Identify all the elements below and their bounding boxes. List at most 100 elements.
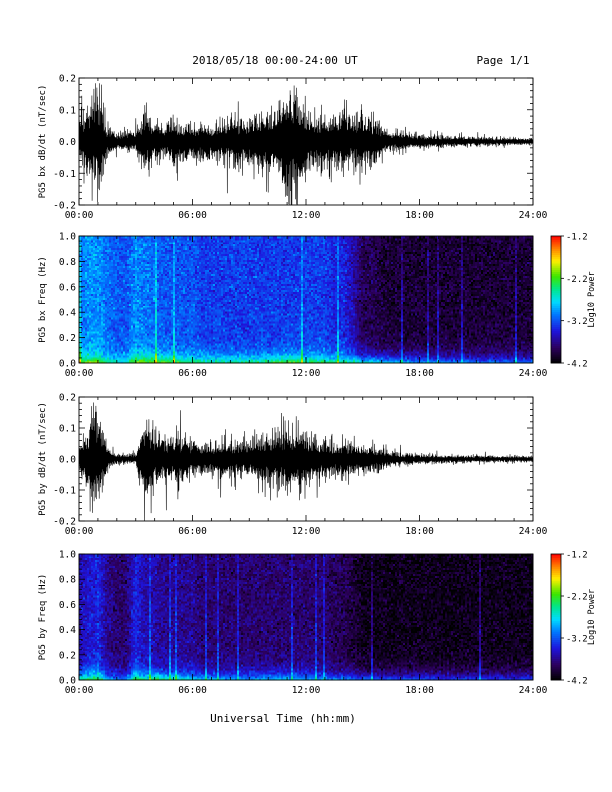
spectrogram-cell bbox=[101, 317, 103, 319]
spectrogram-cell bbox=[89, 319, 91, 321]
spectrogram-cell bbox=[113, 298, 115, 300]
spectrogram-cell bbox=[95, 268, 97, 270]
spectrogram-cell bbox=[87, 278, 89, 280]
spectrogram-cell bbox=[105, 276, 107, 278]
spectrogram-cell bbox=[103, 260, 105, 262]
spectrogram-cell bbox=[101, 246, 103, 248]
spectrogram-cell bbox=[95, 349, 97, 351]
spectrogram-cell bbox=[107, 280, 109, 282]
spectrogram-cell bbox=[95, 325, 97, 327]
spectrogram-cell bbox=[115, 296, 117, 298]
spectrogram-cell bbox=[111, 343, 113, 345]
spectrogram-cell bbox=[105, 343, 107, 345]
spectrogram-cell bbox=[109, 292, 111, 294]
spectrogram-cell bbox=[97, 307, 99, 309]
spectrogram-cell bbox=[87, 303, 89, 305]
spectrogram-cell bbox=[115, 343, 117, 345]
spectrogram-cell bbox=[99, 274, 101, 276]
spectrogram-cell bbox=[111, 238, 113, 240]
spectrogram-cell bbox=[85, 274, 87, 276]
spectrogram-cell bbox=[113, 339, 115, 341]
spectrogram-cell bbox=[89, 256, 91, 258]
spectrogram-cell bbox=[105, 248, 107, 250]
spectrogram-cell bbox=[113, 317, 115, 319]
spectrogram-cell bbox=[105, 349, 107, 351]
spectrogram-cell bbox=[105, 305, 107, 307]
spectrogram-cell bbox=[99, 246, 101, 248]
spectrogram-cell bbox=[107, 307, 109, 309]
spectrogram-cell bbox=[83, 305, 85, 307]
spectrogram-cell bbox=[103, 341, 105, 343]
spectrogram-cell bbox=[95, 317, 97, 319]
spectrogram-cell bbox=[81, 300, 83, 302]
spectrogram-cell bbox=[113, 266, 115, 268]
spectrogram-cell bbox=[91, 246, 93, 248]
spectrogram-cell bbox=[97, 266, 99, 268]
spectrogram-cell bbox=[85, 262, 87, 264]
spectrogram-cell bbox=[113, 270, 115, 272]
spectrogram-cell bbox=[107, 303, 109, 305]
spectrogram-cell bbox=[103, 329, 105, 331]
spectrogram-cell bbox=[115, 351, 117, 353]
spectrogram-cell bbox=[97, 321, 99, 323]
spectrogram-cell bbox=[93, 347, 95, 349]
spectrogram-cell bbox=[85, 315, 87, 317]
spectrogram-cell bbox=[115, 300, 117, 302]
spectrogram-cell bbox=[99, 323, 101, 325]
spectrogram-cell bbox=[103, 248, 105, 250]
spectrogram-cell bbox=[113, 307, 115, 309]
spectrogram-cell bbox=[111, 282, 113, 284]
spectrogram-cell bbox=[107, 351, 109, 353]
spectrogram-cell bbox=[87, 309, 89, 311]
spectrogram-cell bbox=[103, 349, 105, 351]
spectrogram-cell bbox=[113, 357, 115, 359]
spectrogram-cell bbox=[109, 284, 111, 286]
spectrogram-cell bbox=[97, 252, 99, 254]
spectrogram-cell bbox=[87, 313, 89, 315]
spectrogram-cell bbox=[89, 317, 91, 319]
spectrogram-cell bbox=[83, 242, 85, 244]
spectrogram-cell bbox=[105, 264, 107, 266]
spectrogram-cell bbox=[91, 329, 93, 331]
spectrogram-cell bbox=[91, 347, 93, 349]
spectrogram-cell bbox=[97, 292, 99, 294]
spectrogram-cell bbox=[101, 359, 103, 361]
spectrogram-cell bbox=[81, 252, 83, 254]
spectrogram-cell bbox=[89, 292, 91, 294]
spectrogram-cell bbox=[89, 260, 91, 262]
spectrogram-cell bbox=[83, 301, 85, 303]
spectrogram-cell bbox=[99, 329, 101, 331]
spectrogram-cell bbox=[115, 339, 117, 341]
spectrogram-cell bbox=[85, 272, 87, 274]
spectrogram-cell bbox=[87, 319, 89, 321]
spectrogram-cell bbox=[97, 335, 99, 337]
spectrogram-cell bbox=[111, 309, 113, 311]
spectrogram-cell bbox=[107, 250, 109, 252]
spectrogram-cell bbox=[105, 353, 107, 355]
spectrogram-cell bbox=[113, 337, 115, 339]
spectrogram-cell bbox=[101, 272, 103, 274]
spectrogram-cell bbox=[95, 238, 97, 240]
spectrogram-cell bbox=[81, 303, 83, 305]
spectrogram-cell bbox=[109, 319, 111, 321]
spectrogram-cell bbox=[107, 298, 109, 300]
spectrogram-cell bbox=[101, 262, 103, 264]
spectrogram-cell bbox=[85, 256, 87, 258]
spectrogram-cell bbox=[97, 323, 99, 325]
spectrogram-cell bbox=[95, 337, 97, 339]
spectrogram-cell bbox=[85, 294, 87, 296]
spectrogram-cell bbox=[93, 252, 95, 254]
spectrogram-cell bbox=[109, 266, 111, 268]
spectrogram-cell bbox=[85, 258, 87, 260]
spectrogram-cell bbox=[93, 309, 95, 311]
spectrogram-cell bbox=[111, 349, 113, 351]
spectrogram-cell bbox=[113, 347, 115, 349]
spectrogram-cell bbox=[101, 351, 103, 353]
spectrogram-cell bbox=[99, 331, 101, 333]
spectrogram-cell bbox=[101, 244, 103, 246]
spectrogram-cell bbox=[111, 252, 113, 254]
spectrogram-cell bbox=[109, 254, 111, 256]
spectrogram-cell bbox=[93, 353, 95, 355]
spectrogram-cell bbox=[93, 333, 95, 335]
spectrogram-cell bbox=[103, 250, 105, 252]
